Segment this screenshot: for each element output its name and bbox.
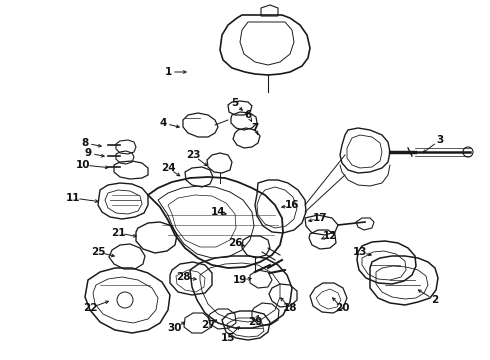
Text: 29: 29 — [248, 317, 262, 327]
Text: 2: 2 — [431, 295, 439, 305]
Text: 5: 5 — [231, 98, 239, 108]
Text: 22: 22 — [83, 303, 97, 313]
Text: 12: 12 — [323, 231, 337, 241]
Text: 6: 6 — [245, 110, 252, 120]
Text: 30: 30 — [168, 323, 182, 333]
Text: 8: 8 — [81, 138, 89, 148]
Text: 10: 10 — [76, 160, 90, 170]
Text: 17: 17 — [313, 213, 327, 223]
Text: 24: 24 — [161, 163, 175, 173]
Text: 14: 14 — [211, 207, 225, 217]
Text: 20: 20 — [335, 303, 349, 313]
Text: 7: 7 — [251, 123, 259, 133]
Text: 26: 26 — [228, 238, 242, 248]
Text: 19: 19 — [233, 275, 247, 285]
Text: 28: 28 — [176, 272, 190, 282]
Text: 25: 25 — [91, 247, 105, 257]
Text: 3: 3 — [437, 135, 443, 145]
Text: 4: 4 — [159, 118, 167, 128]
Text: 11: 11 — [66, 193, 80, 203]
Text: 13: 13 — [353, 247, 367, 257]
Text: 16: 16 — [285, 200, 299, 210]
Text: 15: 15 — [221, 333, 235, 343]
Text: 21: 21 — [111, 228, 125, 238]
Text: 1: 1 — [164, 67, 171, 77]
Text: 9: 9 — [84, 148, 92, 158]
Text: 27: 27 — [201, 320, 215, 330]
Text: 23: 23 — [186, 150, 200, 160]
Text: 18: 18 — [283, 303, 297, 313]
